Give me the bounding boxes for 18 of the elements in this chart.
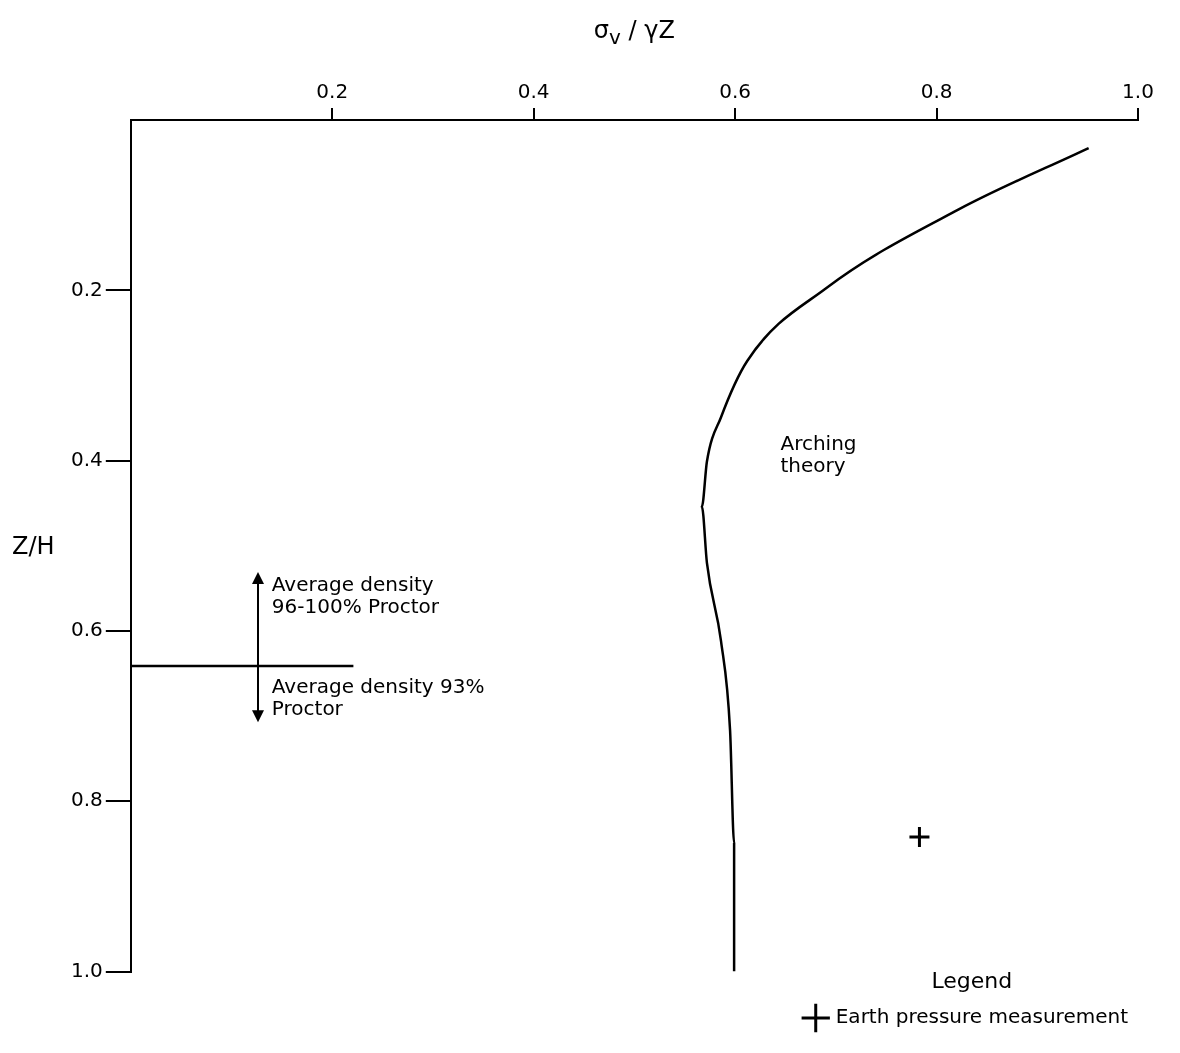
x-tick-label: 0.6 bbox=[719, 79, 752, 104]
legend-label: Earth pressure measurement bbox=[835, 1004, 1129, 1029]
annotation: Average density 93% Proctor bbox=[271, 674, 485, 720]
x-tick-label: 1.0 bbox=[1122, 79, 1154, 104]
x-tick-label: 0.2 bbox=[316, 79, 349, 104]
y-tick-label: 0.2 bbox=[70, 276, 103, 301]
y-tick-label: 0.4 bbox=[70, 446, 103, 471]
y-tick-label: 0.6 bbox=[70, 617, 103, 642]
x-axis-title: σ$_{v}$ / γZ bbox=[593, 16, 675, 49]
annotation: Average density 96-100% Proctor bbox=[271, 571, 440, 618]
y-tick-label: 0.8 bbox=[70, 787, 103, 812]
y-tick-label: 1.0 bbox=[70, 957, 103, 982]
line-series bbox=[700, 146, 1090, 972]
legend-title: Legend bbox=[931, 968, 1013, 994]
x-tick-label: 0.8 bbox=[920, 79, 953, 104]
x-tick-label: 0.4 bbox=[517, 79, 550, 104]
annotation: Arching theory bbox=[780, 431, 857, 478]
y-axis-title: Z/H bbox=[12, 531, 55, 560]
